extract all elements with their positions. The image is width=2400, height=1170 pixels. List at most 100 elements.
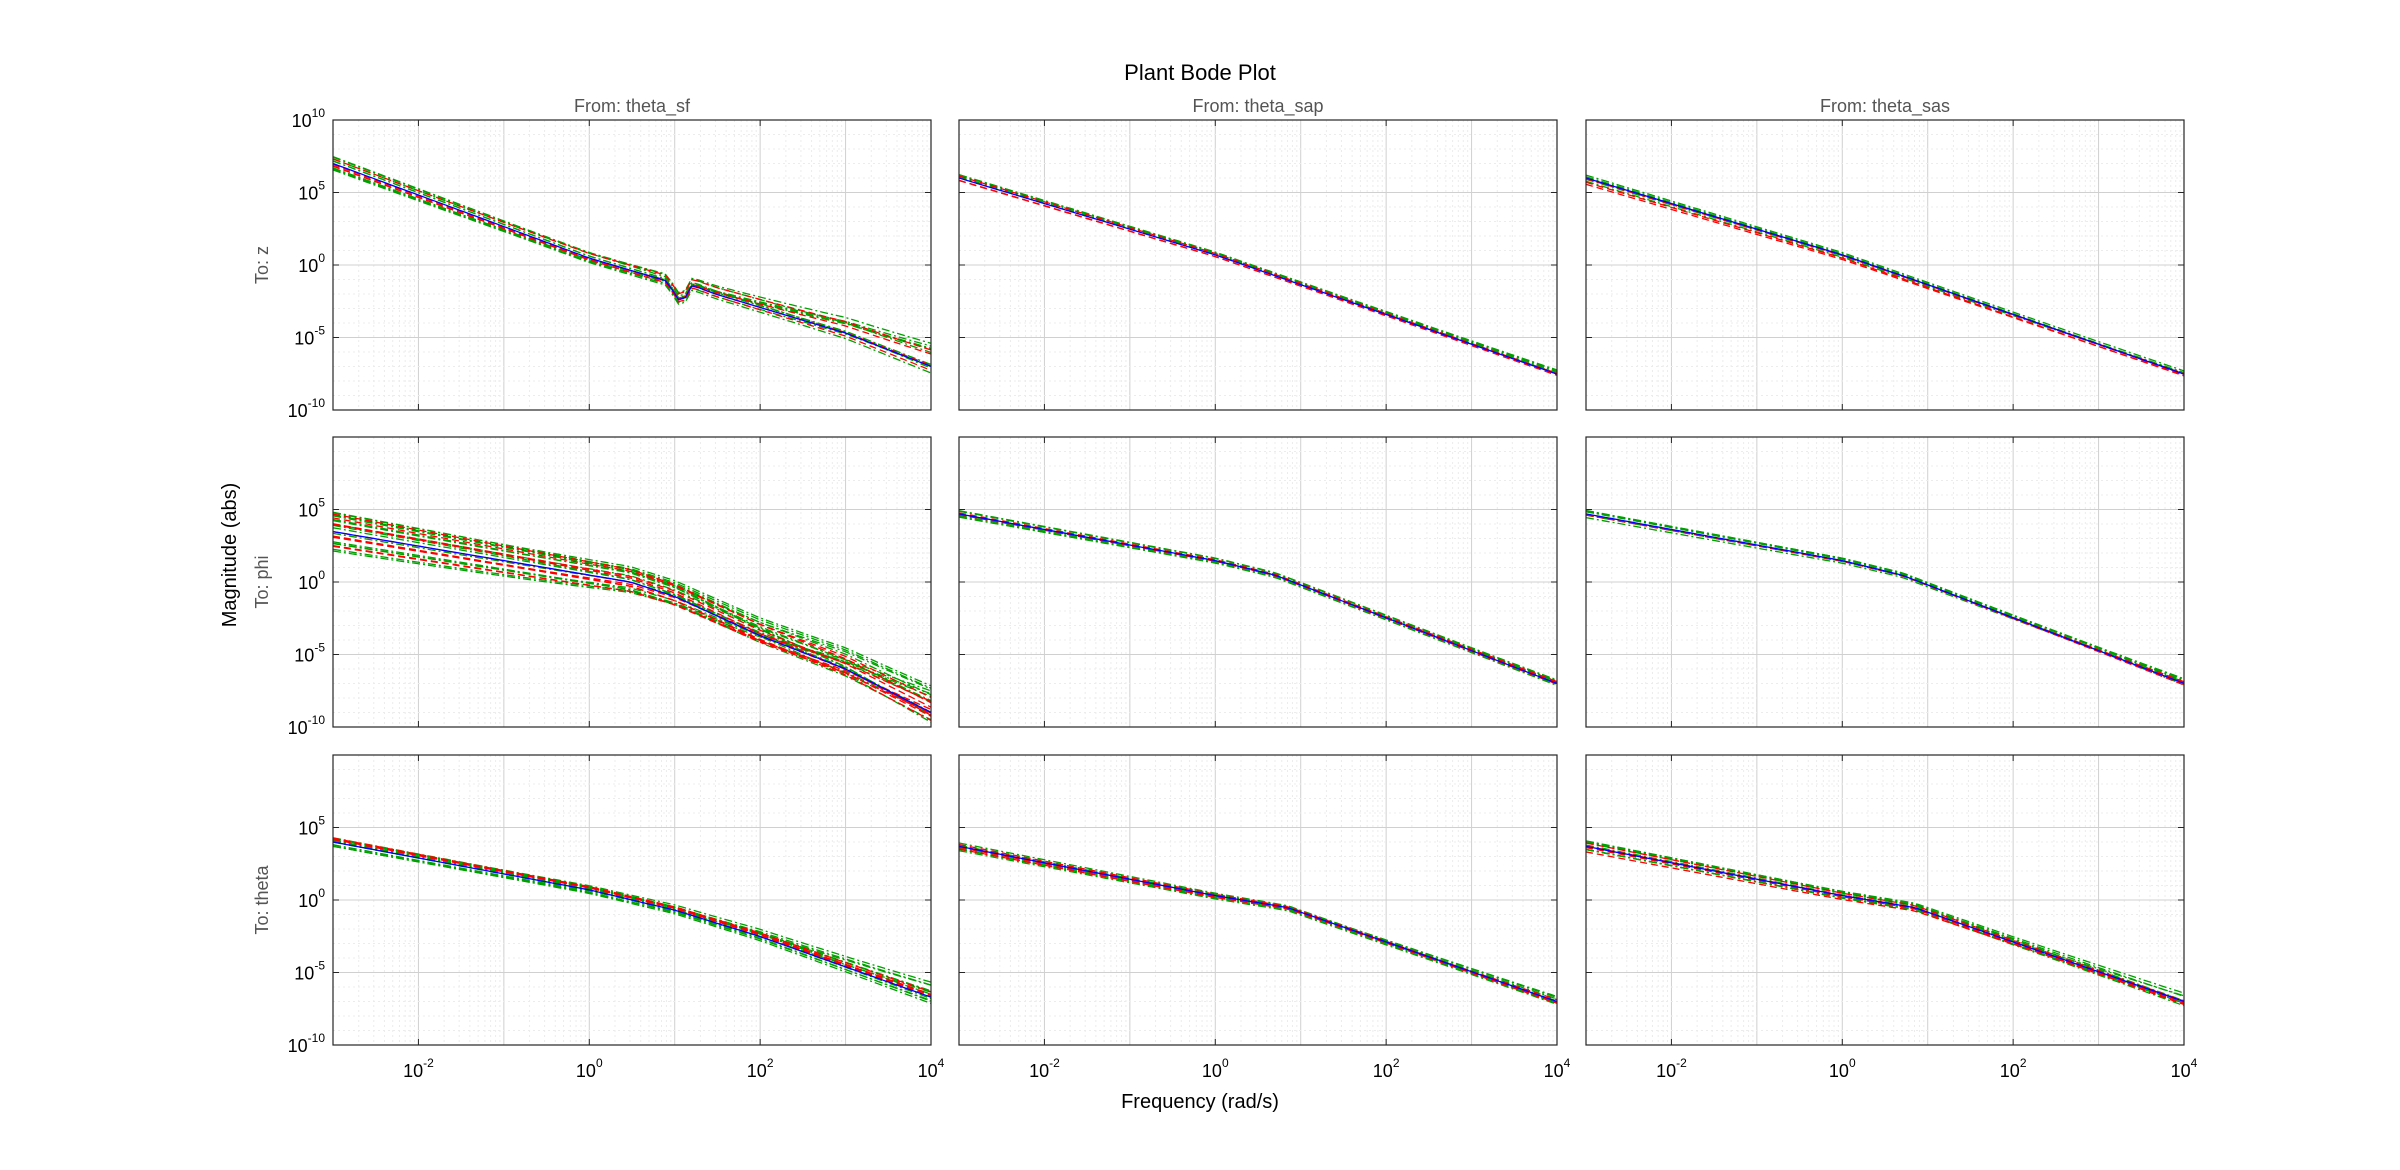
x-tick-label: 10-2 [403,1056,434,1081]
red-series-line [1586,513,2184,686]
green-series-line [333,527,931,713]
green-series-line [333,844,931,1002]
y-tick-label: 100 [298,886,325,911]
green-series-line [1586,848,2184,1007]
green-series-line [333,548,931,692]
curves [959,842,1557,1005]
grid [1585,436,2184,728]
red-series-line [1586,181,2184,377]
subplot-r1-c1 [958,436,1558,728]
red-series-line [1586,851,2184,1002]
curves [1586,174,2184,377]
subplot-grid: 1010 105 100 10-5 10-10 From: theta_sf To: z Fr… [252,96,2198,1081]
row-label: To: phi [252,555,272,608]
x-tick-label: 104 [1544,1056,1571,1081]
green-series-line [333,840,931,986]
subplot-r1-c0: 105 100 10-5 10-10 To: phi [252,436,932,738]
curves [959,173,1557,377]
y-tick-label: 105 [298,496,325,521]
y-tick-label: 10-10 [288,396,326,421]
curves [333,155,931,374]
nominal-series-line [333,530,931,714]
green-series-line [333,169,931,350]
curves [1586,509,2184,686]
x-tick-label: 102 [747,1056,774,1081]
green-series-line [959,174,1557,373]
green-series-line [1586,840,2184,994]
red-series-line [333,536,931,717]
x-tick-label: 100 [1202,1056,1229,1081]
red-series-line [333,536,931,702]
green-series-line [333,839,931,1000]
green-series-line [333,519,931,690]
green-series-line [333,515,931,696]
y-tick-label: 10-5 [294,324,325,349]
nominal-series-line [959,513,1557,685]
curves [333,837,931,1005]
red-series-line [959,512,1557,683]
grid [958,119,1557,411]
y-tick-label: 100 [298,568,325,593]
grid [1585,754,2184,1046]
curves [959,509,1557,687]
green-series-line [333,514,931,716]
red-series-line [959,175,1557,375]
red-series-line [959,848,1557,1001]
green-series-line [1586,174,2184,372]
green-series-line [959,510,1557,682]
green-series-line [959,850,1557,1005]
y-tick-label: 10-10 [288,713,326,738]
x-axis-label: Frequency (rad/s) [1121,1091,1279,1113]
green-series-line [333,158,931,344]
grid [332,119,931,411]
red-series-line [333,837,931,993]
y-axis-label: Magnitude (abs) [219,483,241,628]
curves [333,511,931,723]
red-series-line [1586,842,2184,1002]
grid [332,754,931,1046]
green-series-line [333,511,931,717]
green-series-line [959,177,1557,374]
subplot-r0-c2: From: theta_sas [1585,96,2185,411]
green-series-line [333,542,931,697]
red-series-line [333,158,931,351]
grid [958,754,1557,1046]
red-series-line [959,843,1557,1003]
x-tick-label: 102 [2000,1056,2027,1081]
subplot-r0-c0: 1010 105 100 10-5 10-10 From: theta_sf To: z [252,96,932,421]
x-tick-label: 100 [576,1056,603,1081]
green-series-line [333,541,931,721]
subplot-r0-c1: From: theta_sap [958,96,1558,411]
column-title: From: theta_sas [1820,96,1950,117]
subplot-r1-c2 [1585,436,2185,728]
red-series-line [333,165,931,355]
y-tick-label: 10-10 [288,1031,326,1056]
grid [958,436,1557,728]
subplot-r2-c1: 10-2 100 102 104 [958,754,1571,1081]
grid [1585,119,2184,411]
y-tick-label: 10-5 [294,959,325,984]
red-series-line [333,545,931,711]
red-series-line [333,165,931,372]
x-tick-label: 100 [1829,1056,1856,1081]
red-series-line [333,513,931,704]
y-tick-label: 100 [298,251,325,276]
green-series-line [333,550,931,695]
x-tick-label: 10-2 [1029,1056,1060,1081]
y-tick-label: 105 [298,179,325,204]
red-series-line [959,845,1557,1004]
nominal-series-line [959,177,1557,375]
x-tick-label: 104 [2171,1056,2198,1081]
column-title: From: theta_sap [1192,96,1323,117]
nominal-series-line [1586,177,2184,375]
green-series-line [333,167,931,367]
nominal-series-line [333,841,931,998]
x-tick-label: 102 [1373,1056,1400,1081]
nominal-series-line [959,845,1557,1003]
red-series-line [333,838,931,997]
row-label: To: z [252,246,272,284]
green-series-line [333,167,931,349]
x-tick-label: 10-2 [1656,1056,1687,1081]
red-series-line [333,517,931,698]
